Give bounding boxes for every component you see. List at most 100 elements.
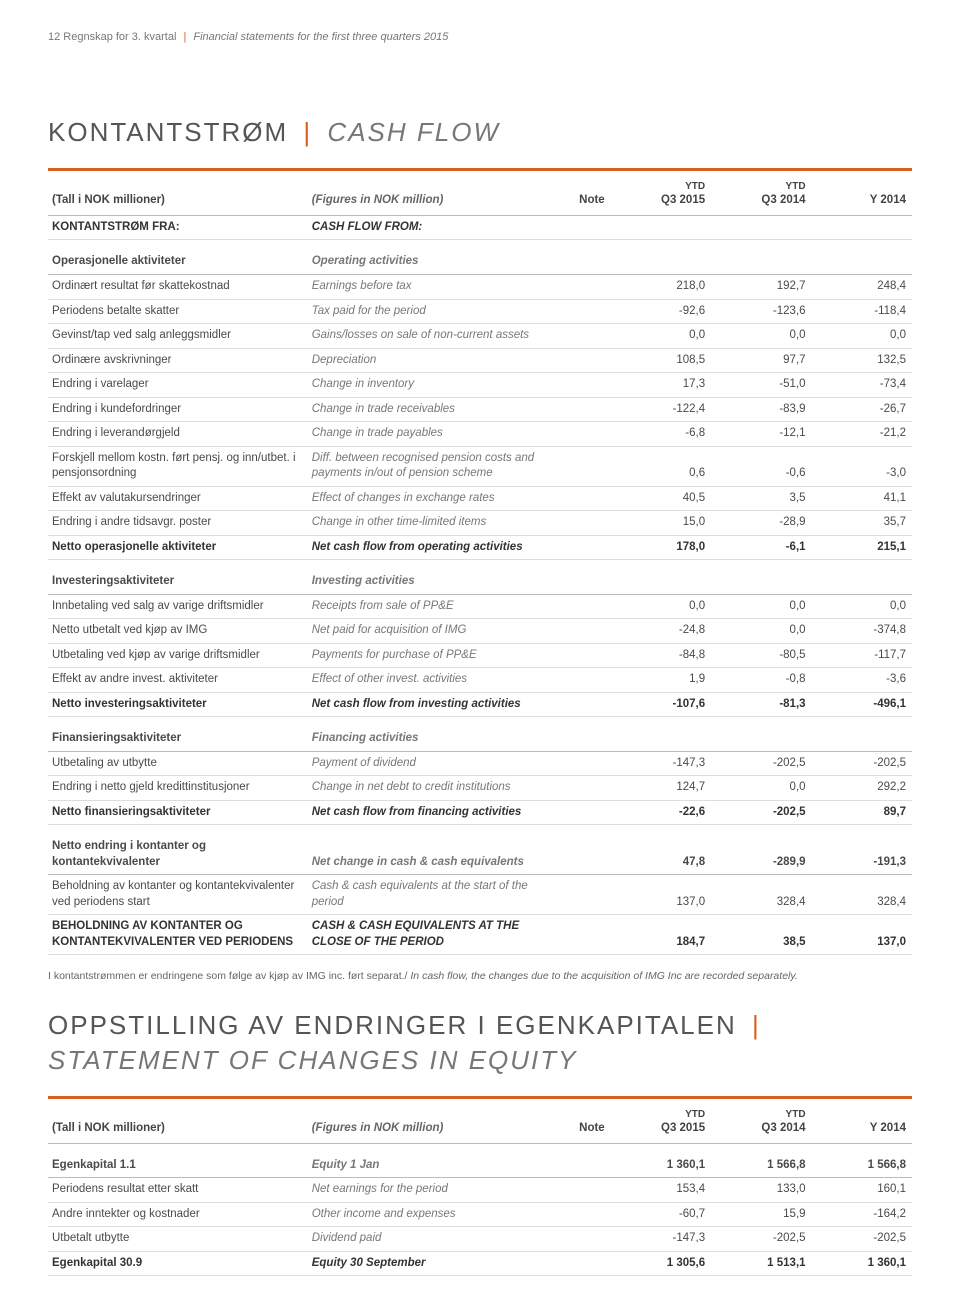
cell-value: 0,0	[611, 324, 711, 349]
col-header-y2014: Y 2014	[812, 1100, 912, 1144]
row-label: Innbetaling ved salg av varige driftsmid…	[48, 594, 308, 619]
row-label-en: Change in inventory	[308, 373, 568, 398]
row-label-en: Gains/losses on sale of non-current asse…	[308, 324, 568, 349]
cell-value: 0,6	[611, 446, 711, 486]
cell-value: 1 305,6	[611, 1251, 711, 1276]
cell-value: 178,0	[611, 535, 711, 560]
row-label-en: Effect of changes in exchange rates	[308, 486, 568, 511]
cell-value: -24,8	[611, 619, 711, 644]
row-label-en: Net cash flow from investing activities	[308, 692, 568, 717]
cell-value: -12,1	[711, 422, 811, 447]
cell-value: -374,8	[812, 619, 912, 644]
col-header-en: (Figures in NOK million)	[308, 1100, 568, 1144]
cell-value: -202,5	[711, 1227, 811, 1252]
row-label-en: Equity 30 September	[308, 1251, 568, 1276]
cell-value: 0,0	[711, 776, 811, 801]
col-header-note: Note	[567, 1100, 610, 1144]
cell-value: 3,5	[711, 486, 811, 511]
row-label: Egenkapital 30.9	[48, 1251, 308, 1276]
section-label: Operasjonelle aktiviteter	[48, 240, 308, 275]
row-label: Effekt av andre invest. aktiviteter	[48, 668, 308, 693]
cell-value: -51,0	[711, 373, 811, 398]
row-label-en: Depreciation	[308, 348, 568, 373]
cell-value: -147,3	[611, 1227, 711, 1252]
cell-value: -0,6	[711, 446, 811, 486]
row-label-en: CASH & CASH EQUIVALENTS AT THE CLOSE OF …	[308, 915, 568, 955]
cell-value: 124,7	[611, 776, 711, 801]
cell-value: 35,7	[812, 511, 912, 536]
separator-icon: |	[752, 1010, 761, 1040]
cell-value: 108,5	[611, 348, 711, 373]
row-label: Utbetaling av utbytte	[48, 751, 308, 776]
cell-value: 1 566,8	[711, 1143, 811, 1178]
title-no: KONTANTSTRØM	[48, 117, 288, 147]
cell-value: -202,5	[812, 1227, 912, 1252]
cell-value: 192,7	[711, 274, 811, 299]
section-title-cashflow: KONTANTSTRØM | CASH FLOW	[48, 115, 912, 150]
row-label: Gevinst/tap ved salg anleggsmidler	[48, 324, 308, 349]
row-label-en: Equity 1 Jan	[308, 1143, 568, 1178]
row-label: Ordinære avskrivninger	[48, 348, 308, 373]
col-header-y2014: Y 2014	[812, 172, 912, 216]
cell-value: 184,7	[611, 915, 711, 955]
row-label: Netto investeringsaktiviteter	[48, 692, 308, 717]
cell-value: 160,1	[812, 1178, 912, 1203]
row-label: Ordinært resultat før skattekostnad	[48, 274, 308, 299]
cell-value: 17,3	[611, 373, 711, 398]
separator-icon: |	[183, 31, 186, 43]
row-label: Netto finansieringsaktiviteter	[48, 800, 308, 825]
cell-value: 1 566,8	[812, 1143, 912, 1178]
cell-value: -191,3	[812, 825, 912, 875]
section-label-en: Investing activities	[308, 560, 568, 595]
cell-value: 1,9	[611, 668, 711, 693]
col-header-q3-2014: YTDQ3 2014	[711, 172, 811, 216]
title-en: CASH FLOW	[327, 117, 500, 147]
section-label: Investeringsaktiviteter	[48, 560, 308, 595]
cell-value: -496,1	[812, 692, 912, 717]
cell-value: -107,6	[611, 692, 711, 717]
row-label: Andre inntekter og kostnader	[48, 1202, 308, 1227]
footnote: I kontantstrømmen er endringene som følg…	[48, 969, 912, 983]
row-label-en: Effect of other invest. activities	[308, 668, 568, 693]
cell-value: -3,6	[812, 668, 912, 693]
row-label: Netto endring i kontanter og kontantekvi…	[48, 825, 308, 875]
cell-value: 15,9	[711, 1202, 811, 1227]
cell-value: -202,5	[812, 751, 912, 776]
cell-value: 328,4	[711, 875, 811, 915]
row-label: Egenkapital 1.1	[48, 1143, 308, 1178]
row-label: Endring i netto gjeld kredittinstitusjon…	[48, 776, 308, 801]
cell-value: 0,0	[611, 594, 711, 619]
cell-value: -80,5	[711, 643, 811, 668]
section-label: Finansieringsaktiviteter	[48, 717, 308, 752]
row-label-en: Tax paid for the period	[308, 299, 568, 324]
row-label-en: Change in net debt to credit institution…	[308, 776, 568, 801]
cell-value: -92,6	[611, 299, 711, 324]
cell-value: 248,4	[812, 274, 912, 299]
cell-value: 41,1	[812, 486, 912, 511]
row-label: Endring i kundefordringer	[48, 397, 308, 422]
row-label: Periodens betalte skatter	[48, 299, 308, 324]
row-label: Endring i varelager	[48, 373, 308, 398]
col-header-no: (Tall i NOK millioner)	[48, 1100, 308, 1144]
cell-value: 153,4	[611, 1178, 711, 1203]
cell-value: -84,8	[611, 643, 711, 668]
cell-value: 38,5	[711, 915, 811, 955]
row-label-en: Change in other time-limited items	[308, 511, 568, 536]
row-label-en: Net paid for acquisition of IMG	[308, 619, 568, 644]
col-header-en: (Figures in NOK million)	[308, 172, 568, 216]
row-label: Endring i leverandørgjeld	[48, 422, 308, 447]
row-label: Forskjell mellom kostn. ført pensj. og i…	[48, 446, 308, 486]
row-label: Periodens resultat etter skatt	[48, 1178, 308, 1203]
cell-value: 89,7	[812, 800, 912, 825]
cell-value: -83,9	[711, 397, 811, 422]
cell-value: 40,5	[611, 486, 711, 511]
cell-value: -6,1	[711, 535, 811, 560]
cell-value: 47,8	[611, 825, 711, 875]
cell-value: 1 513,1	[711, 1251, 811, 1276]
title-en: STATEMENT OF CHANGES IN EQUITY	[48, 1045, 578, 1075]
row-label-en: Net cash flow from operating activities	[308, 535, 568, 560]
cell-value: 137,0	[611, 875, 711, 915]
section-title-equity: OPPSTILLING AV ENDRINGER I EGENKAPITALEN…	[48, 1008, 912, 1078]
col-header-q3-2015: YTDQ3 2015	[611, 1100, 711, 1144]
row-label: Utbetalt utbytte	[48, 1227, 308, 1252]
